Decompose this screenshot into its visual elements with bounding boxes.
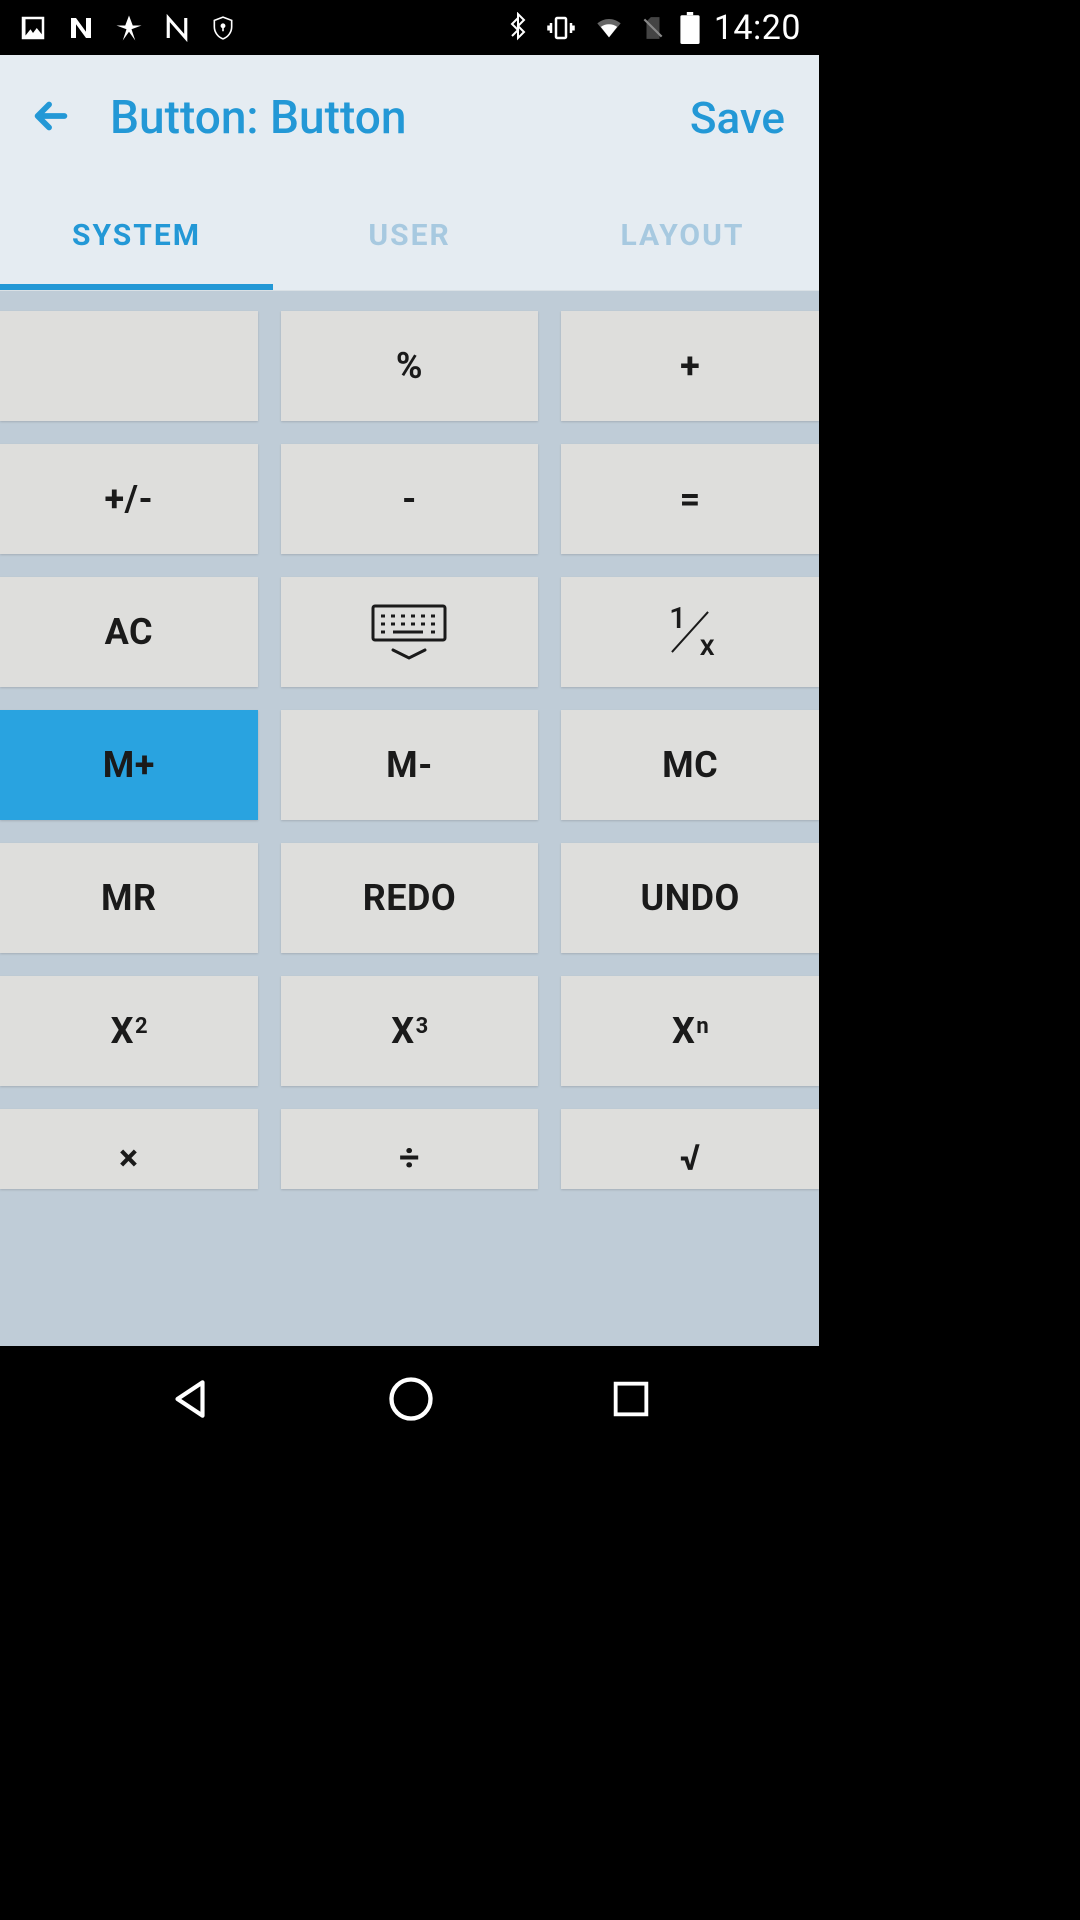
nav-home-button[interactable] xyxy=(385,1373,437,1429)
shield-icon xyxy=(210,15,236,41)
calc-btn-x-squared[interactable]: X2 xyxy=(0,976,258,1086)
pinwheel-icon xyxy=(114,13,144,43)
power-sup: 3 xyxy=(416,1014,429,1039)
battery-icon xyxy=(680,12,700,44)
calc-btn-mminus[interactable]: M- xyxy=(281,710,539,820)
calc-btn-mr[interactable]: MR xyxy=(0,843,258,953)
vibrate-icon xyxy=(544,13,578,43)
calc-btn-x-power-n[interactable]: Xn xyxy=(561,976,819,1086)
status-bar: 14:20 xyxy=(0,0,819,55)
calc-btn-x-cubed[interactable]: X3 xyxy=(281,976,539,1086)
nav-back-button[interactable] xyxy=(165,1374,215,1428)
app-bar: Button: Button Save xyxy=(0,55,819,181)
calc-btn-equals[interactable]: = xyxy=(561,444,819,554)
calc-btn-mplus[interactable]: M+ xyxy=(0,710,258,820)
calc-btn-minus[interactable]: - xyxy=(281,444,539,554)
calc-btn-sqrt[interactable]: √ xyxy=(561,1109,819,1189)
calc-btn-blank[interactable] xyxy=(0,311,258,421)
calc-btn-mc[interactable]: MC xyxy=(561,710,819,820)
calc-btn-redo[interactable]: REDO xyxy=(281,843,539,953)
footer-space xyxy=(0,1212,819,1346)
back-button[interactable] xyxy=(28,93,74,143)
bluetooth-icon xyxy=(506,12,530,44)
power-base: X xyxy=(111,1010,134,1052)
wifi-icon xyxy=(592,14,626,42)
calc-btn-divide[interactable]: ÷ xyxy=(281,1109,539,1189)
sim-disabled-icon xyxy=(640,12,666,44)
keyboard-hide-icon xyxy=(371,604,447,660)
tab-user[interactable]: USER xyxy=(273,181,546,290)
buttons-panel: % + +/- - = AC xyxy=(0,291,819,1346)
calc-btn-ac[interactable]: AC xyxy=(0,577,258,687)
calc-btn-sign[interactable]: +/- xyxy=(0,444,258,554)
power-base: X xyxy=(672,1010,695,1052)
letter-n-outline-icon xyxy=(162,13,192,43)
calc-btn-keyboard[interactable] xyxy=(281,577,539,687)
calc-btn-plus[interactable]: + xyxy=(561,311,819,421)
tab-bar: SYSTEM USER LAYOUT xyxy=(0,181,819,291)
tab-layout[interactable]: LAYOUT xyxy=(546,181,819,290)
letter-n-icon xyxy=(66,13,96,43)
power-sup: n xyxy=(696,1014,709,1039)
power-base: X xyxy=(391,1010,414,1052)
photos-icon xyxy=(18,13,48,43)
nav-recents-button[interactable] xyxy=(608,1376,654,1426)
fraction-1-over-x-icon: 1 x xyxy=(663,605,717,659)
calc-btn-undo[interactable]: UNDO xyxy=(561,843,819,953)
page-title: Button: Button xyxy=(110,91,690,145)
status-right-icons: 14:20 xyxy=(506,8,801,48)
calc-btn-multiply[interactable]: × xyxy=(0,1109,258,1189)
calc-btn-reciprocal[interactable]: 1 x xyxy=(561,577,819,687)
android-nav-bar xyxy=(0,1346,819,1456)
status-left-icons xyxy=(18,13,236,43)
status-time: 14:20 xyxy=(714,8,801,48)
tab-system[interactable]: SYSTEM xyxy=(0,181,273,290)
save-button[interactable]: Save xyxy=(690,92,791,144)
power-sup: 2 xyxy=(135,1014,148,1039)
calc-btn-percent[interactable]: % xyxy=(281,311,539,421)
